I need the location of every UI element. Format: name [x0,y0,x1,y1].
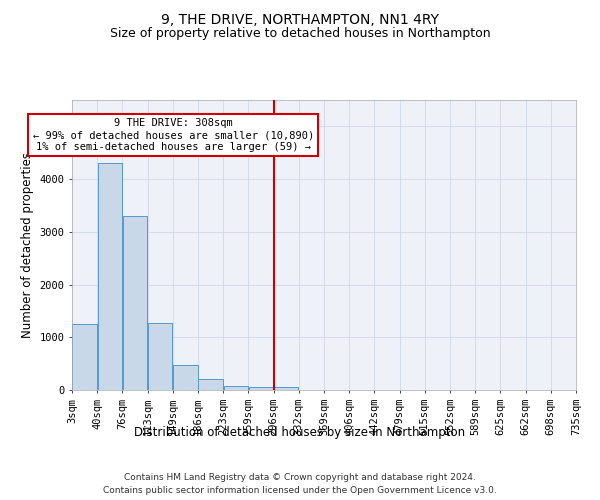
Bar [198,379,223,390]
Bar [224,386,248,390]
Y-axis label: Number of detached properties: Number of detached properties [21,152,34,338]
Bar [148,322,172,390]
Bar [72,324,97,390]
Bar [274,388,298,390]
Text: Size of property relative to detached houses in Northampton: Size of property relative to detached ho… [110,28,490,40]
Text: Distribution of detached houses by size in Northampton: Distribution of detached houses by size … [134,426,466,439]
Text: Contains HM Land Registry data © Crown copyright and database right 2024.
Contai: Contains HM Land Registry data © Crown c… [103,474,497,495]
Bar [122,216,148,390]
Bar [248,387,274,390]
Text: 9, THE DRIVE, NORTHAMPTON, NN1 4RY: 9, THE DRIVE, NORTHAMPTON, NN1 4RY [161,12,439,26]
Text: 9 THE DRIVE: 308sqm
← 99% of detached houses are smaller (10,890)
1% of semi-det: 9 THE DRIVE: 308sqm ← 99% of detached ho… [32,118,314,152]
Bar [173,364,198,390]
Bar [98,164,122,390]
